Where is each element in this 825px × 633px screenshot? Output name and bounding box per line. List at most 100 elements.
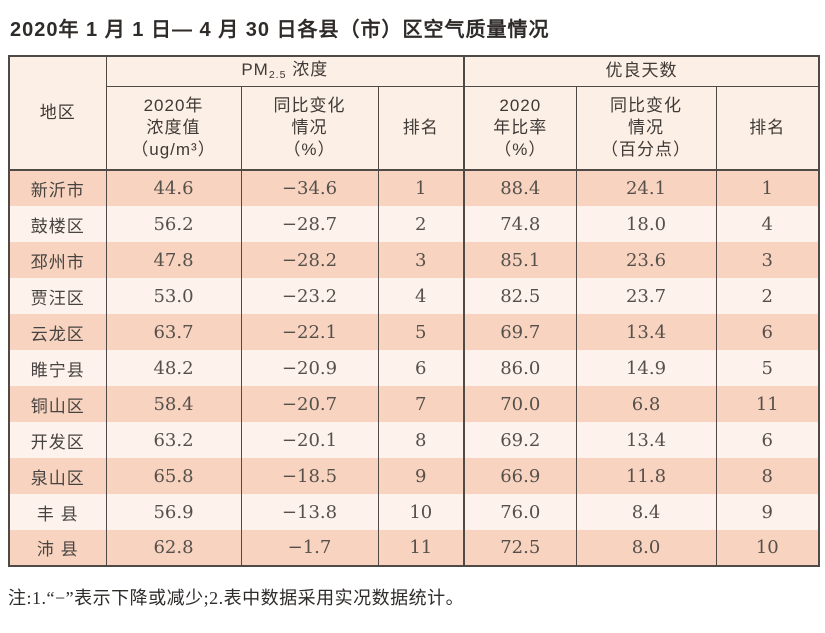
table-row: 新沂市 44.6 −34.6 1 88.4 24.1 1 — [8, 170, 820, 206]
col-group-pm25: PM2.5 浓度 — [105, 55, 465, 87]
cell-days-rank: 8 — [715, 458, 820, 494]
cell-pm-change: −20.9 — [240, 350, 379, 386]
cell-region: 泉山区 — [8, 458, 107, 494]
cell-region: 新沂市 — [8, 170, 107, 206]
table-row: 云龙区 63.7 −22.1 5 69.7 13.4 6 — [8, 314, 820, 350]
air-quality-table: 地区 PM2.5 浓度 优良天数 2020年 浓度值 （ug/m³） 同比变化 … — [8, 55, 821, 567]
cell-pm-rank: 5 — [377, 314, 465, 350]
cell-days-rate: 69.7 — [463, 314, 577, 350]
cell-pm-rank: 8 — [377, 422, 465, 458]
cell-days-change: 23.6 — [575, 242, 717, 278]
cell-pm-value: 47.8 — [105, 242, 242, 278]
cell-days-rate: 72.5 — [463, 530, 577, 566]
cell-pm-rank: 7 — [377, 386, 465, 422]
col-header-days-change: 同比变化 情况 （百分点） — [575, 85, 717, 171]
col-header-pm-change: 同比变化 情况 （%） — [240, 85, 379, 171]
cell-pm-change: −13.8 — [240, 494, 379, 530]
cell-region: 开发区 — [8, 422, 107, 458]
cell-days-rank: 10 — [715, 530, 820, 566]
cell-pm-change: −22.1 — [240, 314, 379, 350]
cell-days-rate: 66.9 — [463, 458, 577, 494]
cell-pm-rank: 1 — [377, 170, 465, 206]
cell-pm-value: 56.9 — [105, 494, 242, 530]
cell-days-rank: 1 — [715, 170, 820, 206]
cell-days-rate: 82.5 — [463, 278, 577, 314]
table-row: 沛 县 62.8 −1.7 11 72.5 8.0 10 — [8, 530, 820, 566]
page-title: 2020年 1 月 1 日— 4 月 30 日各县（市）区空气质量情况 — [10, 19, 550, 41]
cell-pm-change: −23.2 — [240, 278, 379, 314]
cell-region: 邳州市 — [8, 242, 107, 278]
cell-pm-value: 53.0 — [105, 278, 242, 314]
cell-days-rank: 3 — [715, 242, 820, 278]
table-row: 铜山区 58.4 −20.7 7 70.0 6.8 11 — [8, 386, 820, 422]
cell-pm-change: −20.7 — [240, 386, 379, 422]
cell-pm-value: 56.2 — [105, 206, 242, 242]
cell-days-rank: 9 — [715, 494, 820, 530]
footnote: 注:1.“−”表示下降或减少;2.表中数据采用实况数据统计。 — [8, 588, 465, 608]
cell-days-change: 14.9 — [575, 350, 717, 386]
cell-days-change: 23.7 — [575, 278, 717, 314]
col-header-days-rate: 2020 年比率 （%） — [463, 85, 577, 171]
col-group-good-days: 优良天数 — [463, 55, 820, 87]
cell-pm-rank: 2 — [377, 206, 465, 242]
cell-pm-rank: 9 — [377, 458, 465, 494]
cell-region: 沛 县 — [8, 530, 107, 566]
cell-region: 铜山区 — [8, 386, 107, 422]
cell-pm-change: −1.7 — [240, 530, 379, 566]
table-header: 地区 PM2.5 浓度 优良天数 2020年 浓度值 （ug/m³） 同比变化 … — [8, 55, 820, 171]
table-row: 丰 县 56.9 −13.8 10 76.0 8.4 9 — [8, 494, 820, 530]
cell-days-change: 24.1 — [575, 170, 717, 206]
table-row: 贾汪区 53.0 −23.2 4 82.5 23.7 2 — [8, 278, 820, 314]
cell-pm-rank: 11 — [377, 530, 465, 566]
cell-pm-change: −20.1 — [240, 422, 379, 458]
cell-days-rank: 5 — [715, 350, 820, 386]
cell-days-rate: 76.0 — [463, 494, 577, 530]
cell-days-rate: 74.8 — [463, 206, 577, 242]
cell-days-change: 8.4 — [575, 494, 717, 530]
cell-days-rank: 6 — [715, 422, 820, 458]
cell-days-rank: 11 — [715, 386, 820, 422]
cell-pm-rank: 3 — [377, 242, 465, 278]
cell-days-change: 6.8 — [575, 386, 717, 422]
col-header-days-rank: 排名 — [715, 85, 820, 171]
table-row: 泉山区 65.8 −18.5 9 66.9 11.8 8 — [8, 458, 820, 494]
cell-pm-value: 63.2 — [105, 422, 242, 458]
cell-pm-change: −34.6 — [240, 170, 379, 206]
cell-pm-value: 48.2 — [105, 350, 242, 386]
col-header-region: 地区 — [8, 55, 107, 171]
cell-days-rank: 2 — [715, 278, 820, 314]
cell-days-change: 11.8 — [575, 458, 717, 494]
cell-days-rate: 69.2 — [463, 422, 577, 458]
cell-days-rank: 6 — [715, 314, 820, 350]
cell-pm-value: 62.8 — [105, 530, 242, 566]
cell-pm-value: 65.8 — [105, 458, 242, 494]
table-row: 邳州市 47.8 −28.2 3 85.1 23.6 3 — [8, 242, 820, 278]
col-header-pm-value: 2020年 浓度值 （ug/m³） — [105, 85, 242, 171]
table-row: 开发区 63.2 −20.1 8 69.2 13.4 6 — [8, 422, 820, 458]
cell-region: 睢宁县 — [8, 350, 107, 386]
pm25-label-subscript: 2.5 — [268, 69, 287, 82]
pm25-label-suffix: 浓度 — [286, 60, 329, 80]
cell-days-rate: 86.0 — [463, 350, 577, 386]
table-body: 新沂市 44.6 −34.6 1 88.4 24.1 1 鼓楼区 56.2 −2… — [8, 170, 820, 566]
cell-region: 鼓楼区 — [8, 206, 107, 242]
cell-days-change: 18.0 — [575, 206, 717, 242]
cell-days-change: 13.4 — [575, 422, 717, 458]
cell-days-change: 13.4 — [575, 314, 717, 350]
cell-region: 云龙区 — [8, 314, 107, 350]
col-header-pm-rank: 排名 — [377, 85, 465, 171]
cell-days-rank: 4 — [715, 206, 820, 242]
table-row: 睢宁县 48.2 −20.9 6 86.0 14.9 5 — [8, 350, 820, 386]
cell-days-rate: 70.0 — [463, 386, 577, 422]
cell-pm-rank: 6 — [377, 350, 465, 386]
cell-pm-change: −28.2 — [240, 242, 379, 278]
cell-days-rate: 88.4 — [463, 170, 577, 206]
cell-pm-value: 63.7 — [105, 314, 242, 350]
cell-region: 丰 县 — [8, 494, 107, 530]
cell-days-change: 8.0 — [575, 530, 717, 566]
cell-pm-rank: 4 — [377, 278, 465, 314]
cell-region: 贾汪区 — [8, 278, 107, 314]
cell-pm-rank: 10 — [377, 494, 465, 530]
cell-pm-value: 58.4 — [105, 386, 242, 422]
cell-days-rate: 85.1 — [463, 242, 577, 278]
